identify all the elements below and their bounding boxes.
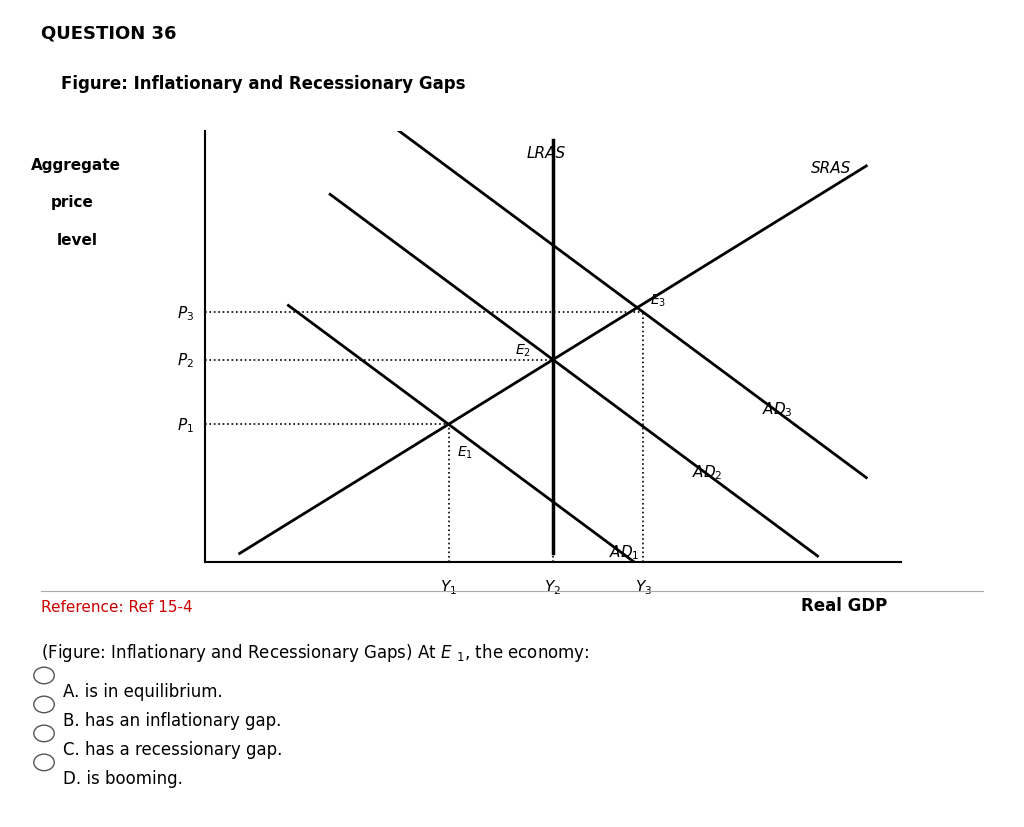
Text: $AD_2$: $AD_2$: [692, 462, 723, 481]
Text: $Y_2$: $Y_2$: [545, 577, 561, 596]
Text: (Figure: Inflationary and Recessionary Gaps) At $E$ $_{1}$, the economy:: (Figure: Inflationary and Recessionary G…: [41, 641, 590, 663]
Text: Aggregate: Aggregate: [31, 158, 121, 173]
Text: $P_1$: $P_1$: [177, 415, 195, 434]
Text: $Y_3$: $Y_3$: [635, 577, 652, 596]
Text: $P_2$: $P_2$: [177, 351, 195, 370]
Text: $E_1$: $E_1$: [457, 444, 473, 461]
Text: $E_2$: $E_2$: [515, 342, 530, 358]
Text: level: level: [56, 232, 97, 247]
Text: SRAS: SRAS: [811, 161, 852, 176]
Text: QUESTION 36: QUESTION 36: [41, 25, 176, 43]
Text: A. is in equilibrium.: A. is in equilibrium.: [63, 682, 223, 700]
Text: B. has an inflationary gap.: B. has an inflationary gap.: [63, 711, 282, 729]
Text: D. is booming.: D. is booming.: [63, 769, 183, 787]
Text: price: price: [51, 195, 94, 210]
Text: Figure: Inflationary and Recessionary Gaps: Figure: Inflationary and Recessionary Ga…: [61, 74, 466, 93]
Text: $E_3$: $E_3$: [650, 292, 667, 308]
Text: $P_3$: $P_3$: [177, 304, 195, 323]
Text: $Y_1$: $Y_1$: [440, 577, 457, 596]
Text: LRAS: LRAS: [526, 146, 565, 161]
Text: $AD_1$: $AD_1$: [608, 543, 639, 561]
Text: $AD_3$: $AD_3$: [762, 399, 793, 418]
Text: Reference: Ref 15-4: Reference: Ref 15-4: [41, 600, 193, 614]
Text: Real GDP: Real GDP: [801, 597, 887, 614]
Text: C. has a recessionary gap.: C. has a recessionary gap.: [63, 740, 283, 758]
